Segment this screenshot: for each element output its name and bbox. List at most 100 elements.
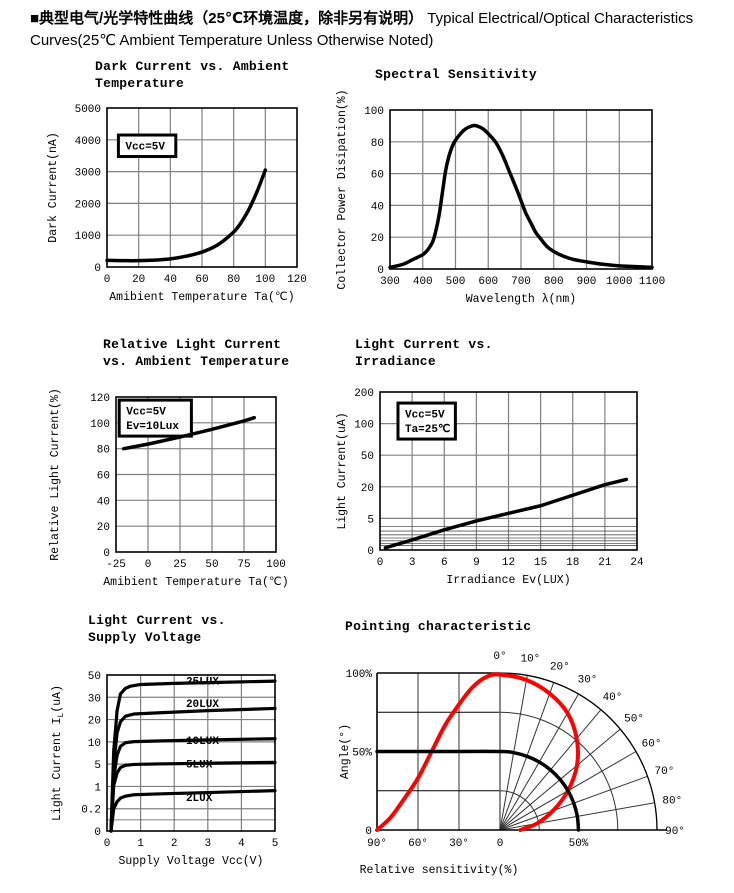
x-tick-label: 5 [272, 838, 279, 850]
x-tick-label: 50 [205, 559, 218, 571]
y-tick-label: 0 [365, 826, 372, 838]
angle-label: 40° [603, 692, 623, 704]
chart-title-pointing-characteristic: Pointing characteristic [345, 618, 531, 635]
x-tick-label: 15 [534, 557, 547, 569]
x-tick-label: 1000 [606, 276, 632, 288]
y-tick-label: 20 [371, 233, 384, 245]
series-dark-current [105, 168, 268, 263]
annotation-text: Ta=25℃ [405, 423, 450, 436]
y-tick-label: 60 [371, 170, 384, 182]
x-tick-label: 60° [408, 838, 428, 850]
chart-canvas-light-current-irradiance: 0 3 6 9 12 15 18 21 24 0 5 20 50 100 200 Irradiance Ev(… [336, 388, 644, 587]
sensitivity-50-label: 50% [569, 838, 589, 850]
x-tick-label: 1 [137, 838, 144, 850]
series-curve-5lux [109, 760, 277, 833]
x-tick-label: 80 [227, 274, 240, 286]
series-curve-20lux [109, 706, 277, 833]
x-tick-label: 30° [449, 838, 469, 850]
angle-label: 90° [665, 826, 685, 838]
chart-title-light-current-supply-voltage: Light Current vs. Supply Voltage [88, 612, 226, 646]
y-tick-label: 30 [88, 693, 101, 705]
x-tick-label: 400 [413, 276, 433, 288]
polar-arc [499, 711, 619, 831]
plot-border [106, 674, 276, 832]
y-tick-label: 0 [94, 827, 101, 839]
title-line: Pointing characteristic [345, 619, 532, 634]
x-tick-label: 90° [367, 838, 387, 850]
curve-label: 10LUX [186, 736, 219, 748]
x-tick-label: 800 [544, 276, 564, 288]
y-tick-label: 20 [361, 483, 374, 495]
y-tick-label: 60 [97, 471, 110, 483]
annotation-box [117, 398, 193, 438]
title-line: Relative Light Current [103, 337, 282, 352]
x-axis-label: Irradiance Ev(LUX) [446, 574, 570, 587]
y-axis-label: Angle(°) [339, 724, 352, 779]
y-tick-label: 0 [103, 548, 110, 560]
chart-canvas-pointing-characteristic: 100%50%090° 60° 30° 0 50%0° 10°20°30°40°50°60… [339, 651, 685, 877]
grid [390, 110, 652, 269]
title-line: Irradiance [355, 354, 437, 369]
y-tick-label: 40 [97, 496, 110, 508]
x-tick-label: 12 [502, 557, 515, 569]
page-header: ■典型电气/光学特性曲线（25℃环境温度，除非另有说明） Typical Ele… [30, 8, 720, 52]
grid [107, 675, 275, 831]
y-tick-label: 40 [371, 201, 384, 213]
y-tick-label: 5 [94, 760, 101, 772]
title-line: vs. Ambient Temperature [103, 354, 290, 369]
chart-title-relative-light-current: Relative Light Current vs. Ambient Tempe… [103, 336, 289, 370]
x-tick-label: 300 [380, 276, 400, 288]
x-tick-label: 600 [478, 276, 498, 288]
chart-title-light-current-irradiance: Light Current vs. Irradiance [355, 336, 493, 370]
x-tick-label: 25 [173, 559, 186, 571]
y-tick-label: 100% [346, 669, 373, 681]
y-tick-label: 10 [88, 738, 101, 750]
x-tick-label: 0 [497, 838, 504, 850]
x-tick-label: 9 [473, 557, 480, 569]
x-tick-label: 0 [145, 559, 152, 571]
y-axis-label: Relative Light Current(%) [49, 388, 62, 561]
y-tick-label: 0 [377, 265, 384, 277]
x-tick-label: 120 [287, 274, 307, 286]
title-line: Spectral Sensitivity [375, 67, 538, 82]
y-tick-label: 200 [354, 388, 374, 400]
y-axis-label: Light Current IL(uA) [51, 685, 66, 821]
title-line: Temperature [95, 76, 185, 91]
curve-label: 20LUX [186, 699, 219, 711]
x-tick-label: 60 [195, 274, 208, 286]
x-tick-label: 700 [511, 276, 531, 288]
annotation-box [116, 133, 178, 159]
y-tick-label: 100 [90, 419, 110, 431]
page-header-english: Typical Electrical/Optical Characteristi… [30, 10, 694, 49]
x-axis-label: Amibient Temperature Ta(℃) [109, 291, 294, 304]
chart-title-spectral-sensitivity: Spectral Sensitivity [375, 66, 537, 83]
x-axis-label: Supply Voltage Vcc(V) [119, 855, 264, 868]
y-axis-label: Dark Current(nA) [47, 132, 60, 242]
x-tick-label: 75 [237, 559, 250, 571]
x-axis-label: Amibient Temperature Ta(℃) [103, 576, 288, 589]
angle-label: 20° [550, 662, 570, 674]
x-tick-label: 3 [204, 838, 211, 850]
angle-label: 0° [493, 651, 506, 663]
angle-label: 30° [578, 674, 598, 686]
y-tick-label: 1 [94, 782, 101, 794]
curve-label: 5LUX [186, 759, 213, 771]
y-tick-label: 50 [361, 451, 374, 463]
angle-label: 60° [642, 739, 662, 751]
x-tick-label: 2 [171, 838, 178, 850]
y-axis-label: Collector Power Disipation(%) [336, 89, 349, 289]
y-tick-label: 100 [354, 420, 374, 432]
series-relative-light-current [121, 415, 256, 451]
x-axis-label: Relative sensitivity(%) [360, 864, 519, 877]
series-light-current-vs-irradiance [383, 477, 629, 550]
x-tick-label: 0 [377, 557, 384, 569]
grid [107, 108, 297, 267]
y-tick-label: 5 [367, 514, 374, 526]
title-line: Light Current vs. [355, 337, 493, 352]
y-tick-label: 20 [88, 716, 101, 728]
angle-label: 80° [662, 796, 682, 808]
series-curve-10lux [109, 737, 277, 833]
curve-label: 2LUX [186, 793, 213, 805]
